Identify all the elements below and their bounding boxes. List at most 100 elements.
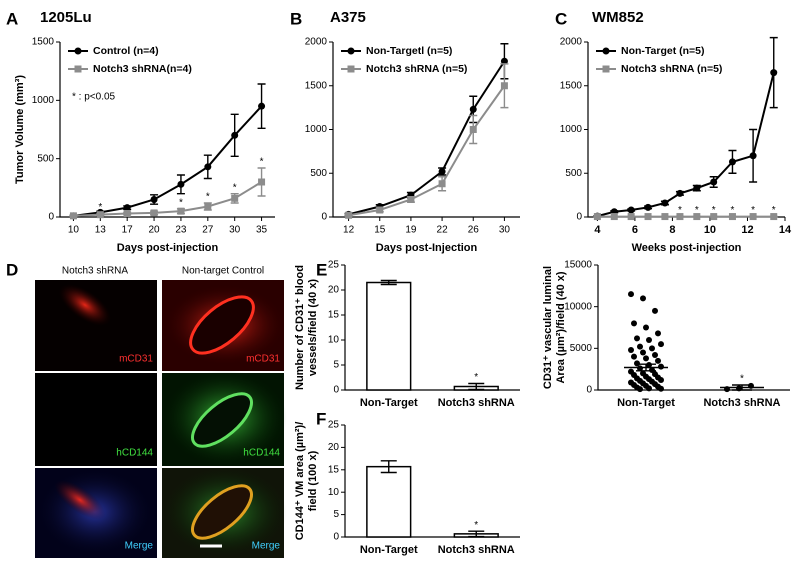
legend-marker — [347, 65, 355, 73]
x-tick-label: 26 — [468, 225, 480, 236]
data-point — [631, 353, 637, 360]
y-tick-label: 1000 — [560, 124, 583, 135]
x-tick-label: Notch3 shRNA — [438, 544, 515, 556]
marker — [710, 213, 718, 221]
y-tick-label: 500 — [37, 153, 54, 164]
marker — [500, 82, 508, 90]
significance-mark: * — [233, 182, 237, 193]
legend-marker — [602, 65, 610, 73]
y-tick-label: 0 — [333, 532, 339, 543]
marker — [345, 211, 353, 219]
marker — [204, 163, 212, 171]
y-tick-label: 0 — [586, 385, 592, 396]
marker — [770, 213, 778, 221]
significance-mark: * — [772, 205, 776, 216]
significance-mark: * — [731, 205, 735, 216]
marker — [150, 196, 158, 203]
y-tick-label: 15000 — [564, 260, 592, 271]
marker — [69, 212, 77, 220]
data-point — [658, 341, 664, 348]
x-tick-label: 30 — [499, 225, 511, 236]
y-tick-label: 15 — [328, 310, 340, 321]
marker — [96, 211, 104, 219]
stain-label: mCD31 — [119, 354, 153, 365]
series-line — [597, 72, 775, 218]
y-tick-label: 2000 — [560, 37, 583, 48]
x-tick-label: 27 — [202, 225, 214, 236]
y-tick-label: 0 — [321, 212, 327, 223]
x-tick-label: Notch3 shRNA — [703, 397, 780, 409]
data-point — [646, 385, 652, 392]
x-tick-label: 13 — [95, 225, 107, 236]
marker — [728, 213, 736, 221]
panel-label: F — [316, 409, 326, 428]
data-point — [631, 320, 637, 327]
x-axis-label: Days post-Injection — [376, 242, 478, 254]
error-bar — [380, 279, 397, 286]
error-bar — [468, 382, 485, 391]
stain — [54, 480, 106, 520]
significance-mark: * — [474, 372, 478, 383]
marker — [693, 213, 701, 221]
stain-label: Merge — [125, 541, 154, 552]
data-point — [643, 324, 649, 331]
series-line — [73, 181, 263, 217]
x-tick-label: Notch3 shRNA — [438, 397, 515, 409]
data-point — [637, 343, 643, 350]
data-point — [649, 345, 655, 352]
legend-label: Control (n=4) — [93, 45, 159, 57]
marker — [728, 158, 736, 166]
x-tick-label: 30 — [229, 225, 241, 236]
panel-label: A — [6, 9, 18, 28]
y-tick-label: 0 — [576, 212, 582, 223]
marker — [644, 213, 652, 221]
marker — [749, 213, 757, 221]
micrographs — [35, 280, 287, 558]
x-axis-label: Days post-injection — [117, 242, 219, 254]
x-tick-label: Non-Target — [360, 544, 418, 556]
y-tick-label: 2000 — [305, 37, 328, 48]
y-tick-label: 500 — [565, 168, 582, 179]
legend-marker — [74, 65, 82, 73]
chart-title: WM852 — [592, 9, 644, 26]
significance-mark: * — [678, 205, 682, 216]
significance-mark: * — [152, 200, 156, 211]
x-tick-label: 22 — [437, 225, 449, 236]
stain-label: mCD31 — [246, 354, 280, 365]
y-axis-label: field (100 x) — [307, 450, 319, 511]
x-tick-label: 20 — [149, 225, 161, 236]
data-point — [643, 355, 649, 362]
marker — [500, 57, 508, 65]
stain-label: Merge — [252, 541, 281, 552]
y-tick-label: 1000 — [305, 124, 328, 135]
x-tick-label: 12 — [343, 225, 355, 236]
y-tick-label: 1000 — [32, 95, 55, 106]
significance-mark: * — [751, 205, 755, 216]
x-tick-label: 10 — [704, 224, 716, 236]
y-tick-label: 0 — [333, 385, 339, 396]
stain-label: hCD144 — [116, 448, 153, 459]
significance-mark: * — [98, 202, 102, 213]
panel-label: B — [290, 9, 302, 28]
data-point — [655, 357, 661, 364]
x-tick-label: 35 — [256, 225, 268, 236]
marker — [469, 126, 477, 133]
tile — [35, 373, 157, 466]
y-tick-label: 5000 — [570, 343, 593, 354]
panel-label: C — [555, 9, 567, 28]
y-axis-label: vessels/field (40 x) — [307, 279, 319, 377]
y-tick-label: 5 — [333, 509, 339, 520]
marker — [123, 210, 131, 217]
significance-mark: * — [179, 197, 183, 208]
marker — [593, 213, 601, 221]
annotation: * : p<0.05 — [72, 92, 116, 103]
significance-mark: * — [260, 157, 264, 168]
error-bar — [380, 460, 397, 474]
legend-marker — [347, 47, 355, 55]
x-tick-label: 19 — [405, 225, 417, 236]
data-point — [628, 347, 634, 353]
marker — [376, 206, 384, 214]
data-point — [658, 363, 664, 370]
x-tick-label: 15 — [374, 225, 386, 236]
